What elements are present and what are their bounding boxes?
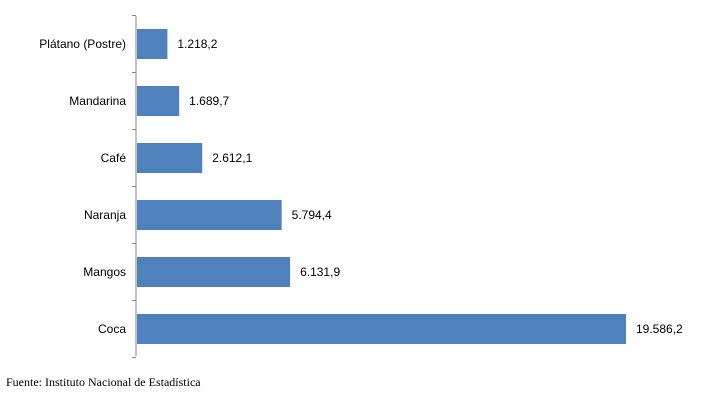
- category-label: Naranja: [84, 208, 126, 222]
- value-label: 19.586,2: [636, 322, 683, 336]
- bar: [137, 143, 203, 173]
- bar: [137, 257, 291, 287]
- source-note: Fuente: Instituto Nacional de Estadístic…: [6, 375, 201, 389]
- bar-chart: Plátano (Postre) 1.218,2 Mandarina 1.689,7 C…: [39, 15, 683, 358]
- chart-area: Plátano (Postre) 1.218,2 Mandarina 1.689,7 C…: [39, 15, 683, 358]
- value-label: 1.689,7: [189, 94, 229, 108]
- category-label: Mandarina: [69, 94, 126, 108]
- value-label: 6.131,9: [300, 265, 340, 279]
- bar: [137, 200, 282, 230]
- category-label: Mangos: [83, 265, 126, 279]
- category-label: Café: [101, 151, 127, 165]
- bar: [137, 29, 168, 59]
- value-label: 2.612,1: [212, 151, 252, 165]
- value-label: 1.218,2: [177, 37, 217, 51]
- bar: [137, 314, 626, 344]
- value-label: 5.794,4: [292, 208, 332, 222]
- bar: [137, 86, 180, 116]
- category-label: Coca: [98, 322, 126, 336]
- category-label: Plátano (Postre): [39, 37, 126, 51]
